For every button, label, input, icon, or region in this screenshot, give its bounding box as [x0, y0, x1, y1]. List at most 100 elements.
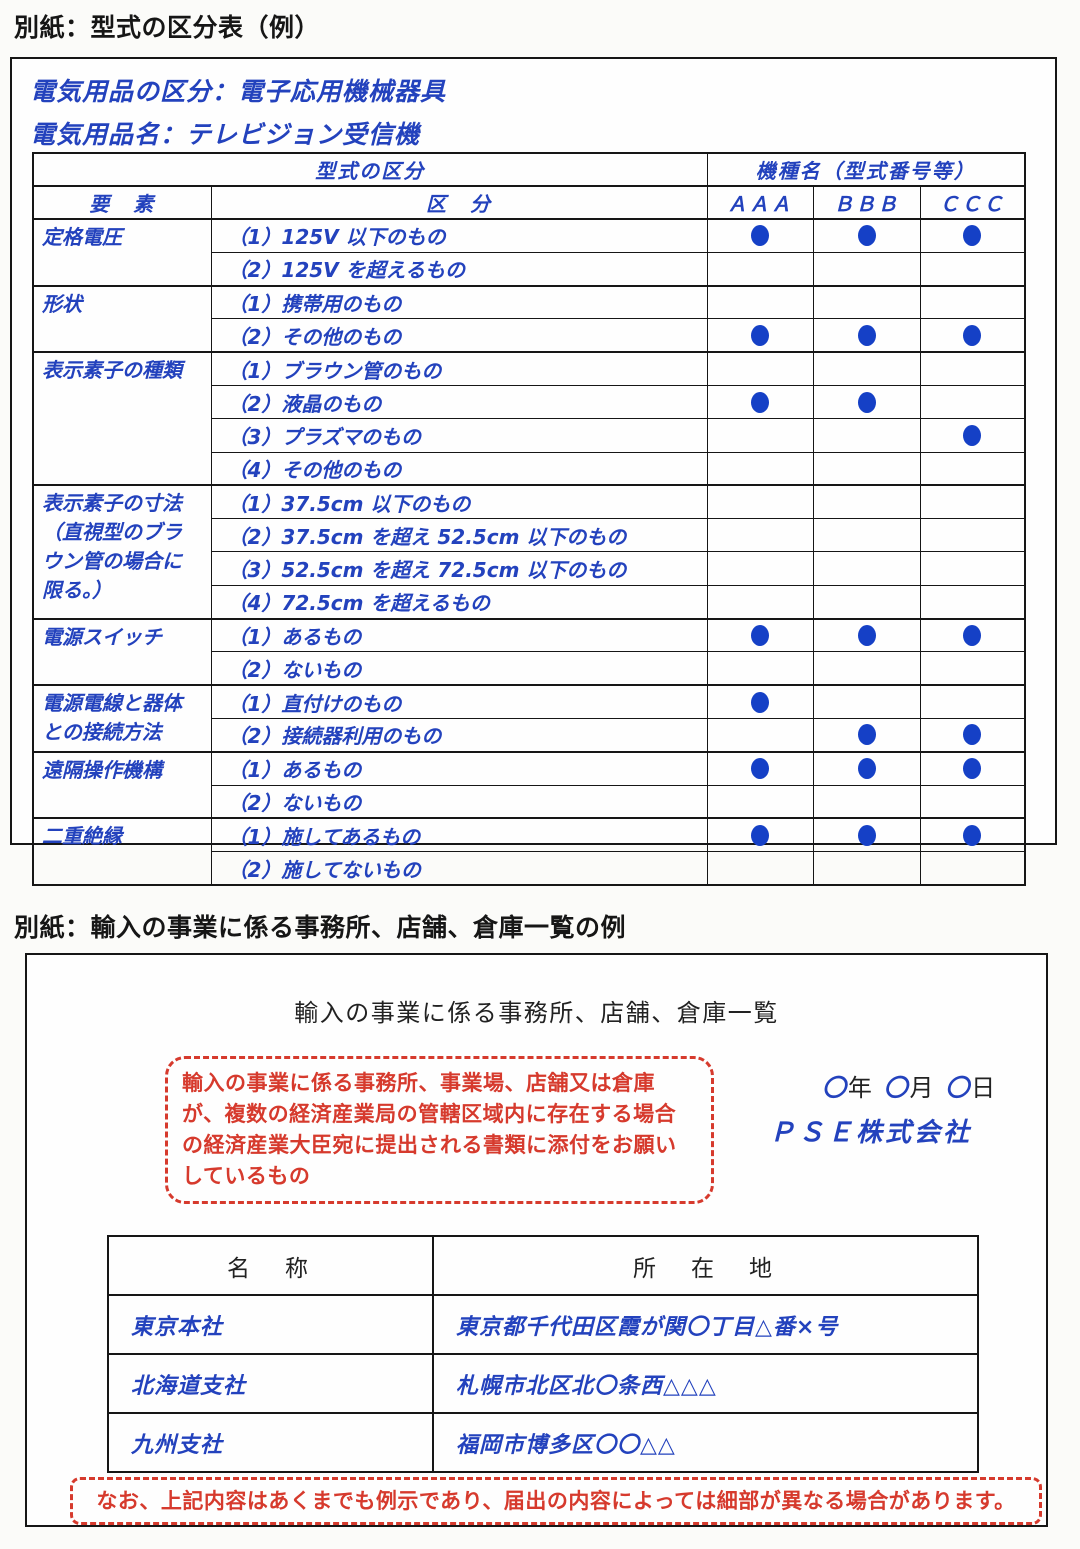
division-cell: （2）液晶のもの [210, 384, 708, 420]
mark-cell [812, 651, 921, 686]
location-address-cell: 福岡市博多区〇〇△△ [432, 1412, 979, 1473]
selected-dot-icon [857, 758, 876, 780]
division-cell: （4）その他のもの [210, 451, 708, 486]
location-address-cell: 札幌市北区北〇条西△△△ [432, 1353, 979, 1414]
selected-dot-icon [963, 724, 982, 746]
selected-dot-icon [751, 824, 769, 846]
element-header: 要 素 [32, 185, 212, 220]
division-cell: （2）37.5cm を超え 52.5cm 以下のもの [210, 518, 708, 553]
division-cell: （1）施してあるもの [210, 817, 708, 853]
product-name-line: 電気用品名：テレビジョン受信機 [30, 120, 421, 149]
mark-cell [919, 651, 1026, 686]
table-subheader-row: 要 素 区 分 ＡＡＡ ＢＢＢ ＣＣＣ [32, 185, 1026, 220]
model-ccc-header: ＣＣＣ [919, 185, 1026, 220]
mark-cell [706, 851, 814, 886]
type-division-header: 型式の区分 [32, 152, 708, 187]
selected-dot-icon [857, 824, 876, 846]
mark-cell [812, 717, 921, 753]
mark-cell [919, 251, 1026, 287]
location-row: 東京本社 東京都千代田区霞が関〇丁目△番×号 [107, 1294, 979, 1355]
mark-cell [706, 784, 814, 819]
division-cell: （1）あるもの [210, 617, 708, 653]
element-cell: 電源スイッチ [32, 617, 212, 686]
mark-cell [919, 484, 1026, 520]
table-row: （2）ないもの [33, 784, 1026, 819]
classification-table: 型式の区分 機種名（型式番号等） 要 素 区 分 ＡＡＡ ＢＢＢ ＣＣＣ 定格電… [32, 152, 1026, 886]
section1-title: 別紙：型式の区分表（例） [14, 14, 321, 42]
table-row: （2）その他のもの [33, 318, 1026, 353]
mark-cell [706, 418, 814, 453]
address-header: 所 在 地 [432, 1235, 979, 1296]
mark-cell [919, 384, 1026, 420]
mark-cell [706, 217, 814, 253]
date-unit-label: 月 [909, 1074, 946, 1102]
table-row: 二重絶縁 （1）施してあるもの [32, 817, 1026, 886]
selected-dot-icon [963, 824, 982, 846]
mark-cell [706, 817, 814, 853]
category-line: 電気用品の区分：電子応用機械器具 [30, 77, 447, 106]
location-row: 九州支社 福岡市博多区〇〇△△ [107, 1412, 979, 1473]
division-cell: （2）接続器利用のもの [210, 717, 708, 753]
date-placeholder-circle: 〇 [821, 1074, 848, 1102]
mark-cell [706, 651, 814, 686]
location-name-cell: 九州支社 [107, 1412, 434, 1473]
model-names-header: 機種名（型式番号等） [706, 152, 1026, 187]
name-header: 名 称 [107, 1235, 434, 1296]
mark-cell [812, 251, 921, 287]
section2-title: 別紙：輸入の事業に係る事務所、店舗、倉庫一覧の例 [14, 914, 627, 942]
mark-cell [706, 518, 814, 553]
date-unit-label: 日 [971, 1074, 998, 1102]
division-cell: （1）携帯用のもの [210, 284, 708, 320]
mark-cell [812, 418, 921, 453]
table-row: 遠隔操作機構 （1）あるもの [32, 750, 1026, 819]
mark-cell [919, 551, 1026, 586]
division-cell: （1）直付けのもの [210, 684, 708, 719]
mark-cell [919, 717, 1026, 753]
mark-cell [706, 451, 814, 486]
table-row: 電源スイッチ （1）あるもの [32, 617, 1026, 686]
element-cell: 形状 [32, 284, 212, 353]
selected-dot-icon [857, 391, 876, 413]
element-cell: 電源電線と器体 との接続方法 [32, 684, 212, 753]
location-name-cell: 東京本社 [107, 1294, 434, 1355]
mark-cell [812, 617, 921, 653]
table-row: （2）接続器利用のもの [33, 717, 1026, 753]
selected-dot-icon [751, 691, 769, 713]
selected-dot-icon [857, 324, 876, 346]
mark-cell [919, 451, 1026, 486]
selected-dot-icon [963, 225, 982, 247]
mark-cell [812, 518, 921, 553]
import-list-title: 輸入の事業に係る事務所、店舗、倉庫一覧 [294, 1001, 779, 1027]
element-cell: 遠隔操作機構 [32, 750, 212, 819]
selected-dot-icon [963, 424, 982, 446]
classification-box: 電気用品の区分：電子応用機械器具 電気用品名：テレビジョン受信機 型式の区分 機… [10, 57, 1057, 886]
note-box: 輸入の事業に係る事務所、事業場、店舗又は倉庫が、複数の経済産業局の管轄区域内に存… [165, 1056, 714, 1205]
table-row: （2）施してないもの [33, 851, 1026, 886]
table-row: （4）72.5cm を超えるもの [33, 584, 1026, 620]
mark-cell [812, 784, 921, 819]
mark-cell [919, 784, 1026, 819]
mark-cell [919, 617, 1026, 653]
table-row: （2）37.5cm を超え 52.5cm 以下のもの [33, 518, 1026, 553]
division-cell: （2）その他のもの [210, 318, 708, 353]
table-row: （4）その他のもの [33, 451, 1026, 486]
mark-cell [706, 584, 814, 620]
division-cell: （3）プラズマのもの [210, 418, 708, 453]
division-cell: （3）52.5cm を超え 72.5cm 以下のもの [210, 551, 708, 586]
selected-dot-icon [963, 624, 982, 646]
element-cell: 表示素子の種類 [32, 351, 212, 486]
mark-cell [706, 750, 814, 786]
mark-cell [812, 584, 921, 620]
mark-cell [812, 817, 921, 853]
table-header-row: 型式の区分 機種名（型式番号等） [32, 152, 1026, 187]
mark-cell [706, 384, 814, 420]
location-row: 北海道支社 札幌市北区北〇条西△△△ [107, 1353, 979, 1414]
table-row: 形状 （1）携帯用のもの [32, 284, 1026, 353]
mark-cell [919, 684, 1026, 719]
element-cell: 定格電圧 [32, 218, 212, 287]
table-row: （2）ないもの [33, 651, 1026, 686]
date-line: 〇年 〇月 〇日 [792, 1068, 1027, 1103]
selected-dot-icon [751, 758, 769, 780]
division-cell: （1）37.5cm 以下のもの [210, 484, 708, 520]
import-list-box: 輸入の事業に係る事務所、店舗、倉庫一覧 輸入の事業に係る事務所、事業場、店舗又は… [25, 953, 1048, 1527]
